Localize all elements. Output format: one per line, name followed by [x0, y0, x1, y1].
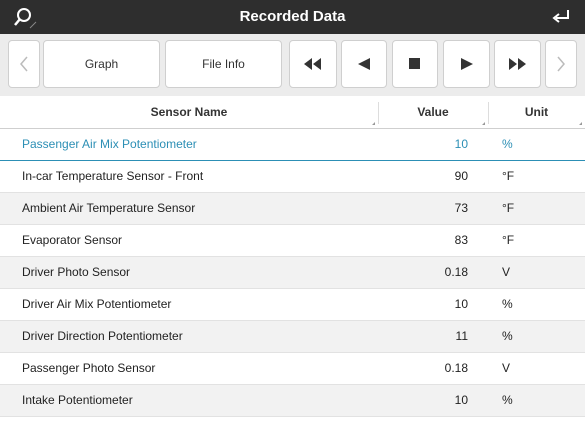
previous-button[interactable]: [341, 40, 387, 88]
sensor-value: 11: [455, 329, 468, 343]
table-row[interactable]: Passenger Photo Sensor 0.18 V: [0, 353, 585, 385]
sensor-name: Evaporator Sensor: [22, 233, 123, 247]
scroll-left[interactable]: [8, 40, 40, 88]
sensor-unit: %: [502, 393, 513, 407]
fast-forward-button[interactable]: [494, 40, 541, 88]
sensor-value: 10: [454, 393, 468, 407]
sensor-name: Driver Air Mix Potentiometer: [22, 297, 172, 311]
title: Recorded Data: [239, 8, 346, 25]
sensor-name: Passenger Photo Sensor: [22, 361, 156, 375]
sensor-value: 0.18: [444, 361, 468, 375]
sensor-name: Passenger Air Mix Potentiometer: [22, 137, 197, 151]
sensor-unit: %: [502, 297, 513, 311]
header-dividers: [372, 102, 582, 125]
sensor-unit: °F: [502, 233, 515, 247]
sensor-unit: °F: [502, 169, 515, 183]
sensor-name: Intake Potentiometer: [22, 393, 133, 407]
sensor-value: 10: [454, 137, 468, 151]
stop-button[interactable]: [392, 40, 438, 88]
table-row[interactable]: Passenger Air Mix Potentiometer 10%: [0, 129, 585, 161]
file-info-button[interactable]: File Info: [165, 40, 282, 88]
table-row[interactable]: Driver Air Mix Potentiometer 10%: [0, 289, 585, 321]
scroll-right[interactable]: [545, 40, 577, 88]
toolbar: Graph File Info: [0, 34, 585, 96]
sensor-unit: %: [502, 329, 513, 343]
table-row[interactable]: Evaporator Sensor 83 °F: [0, 225, 585, 257]
table-row[interactable]: Driver Photo Sensor 0.18 V: [0, 257, 585, 289]
sensor-name: Driver Photo Sensor: [22, 265, 131, 279]
sensor-unit: °F: [502, 201, 515, 215]
sensor-name: Ambient Air Temperature Sensor: [22, 201, 196, 215]
sensor-unit: %: [502, 137, 513, 151]
sensor-name: Driver Direction Potentiometer: [22, 329, 183, 343]
sensor-value: 10: [454, 297, 468, 311]
column-header[interactable]: Value: [417, 105, 449, 119]
search-icon[interactable]: [12, 6, 38, 30]
sensor-unit: V: [502, 361, 511, 375]
sensor-value: 0.18: [444, 265, 468, 279]
sensor-name: In-car Temperature Sensor - Front: [22, 169, 204, 183]
back-icon[interactable]: [551, 8, 573, 28]
table-row[interactable]: Ambient Air Temperature Sensor 73 °F: [0, 193, 585, 225]
table-header: Sensor Name Value Unit: [0, 96, 585, 129]
column-header[interactable]: Unit: [524, 105, 549, 119]
play-button[interactable]: [443, 40, 490, 88]
column-header[interactable]: Sensor Name: [150, 105, 228, 119]
top-bar: Recorded Data: [0, 0, 585, 34]
table-row[interactable]: Driver Direction Potentiometer 11%: [0, 321, 585, 353]
sensor-value: 73: [454, 201, 468, 215]
sensor-unit: V: [502, 265, 511, 279]
rewind-button[interactable]: [289, 40, 337, 88]
sensor-value: 83: [454, 233, 468, 247]
table-row[interactable]: Intake Potentiometer 10%: [0, 385, 585, 417]
sensor-value: 90: [454, 169, 468, 183]
table-row[interactable]: In-car Temperature Sensor - Front 90 °F: [0, 161, 585, 193]
graph-button[interactable]: Graph: [43, 40, 160, 88]
